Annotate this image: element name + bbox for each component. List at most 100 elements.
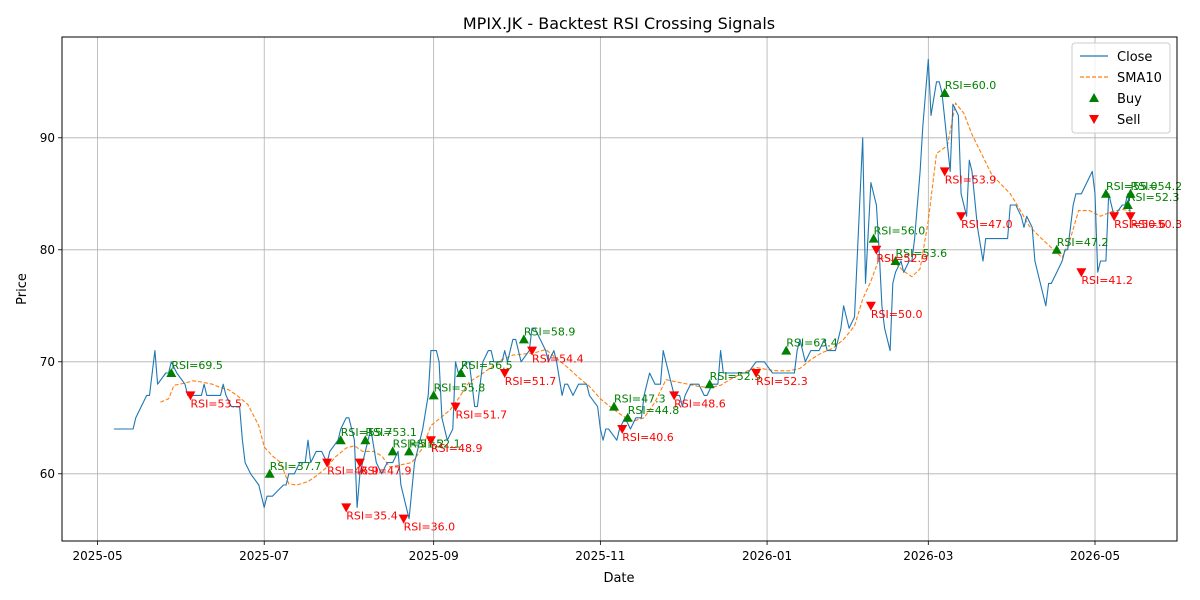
sell-marker [398, 514, 409, 524]
close-line [113, 58, 1132, 520]
buy-label: RSI=53.6 [896, 247, 948, 260]
x-tick-label: 2025-07 [239, 549, 289, 563]
sell-marker [499, 369, 510, 378]
trade-signals: RSI=69.5RSI=37.7RSI=55.7RSI=53.1RSI=51.2… [166, 79, 1182, 534]
plot-frame [61, 36, 1178, 542]
x-tick-label: 2025-05 [72, 549, 122, 563]
sell-label: RSI=50.0 [871, 308, 923, 321]
buy-label: RSI=52.5 [710, 370, 762, 383]
x-tick-label: 2026-05 [1070, 549, 1120, 563]
sell-label: RSI=35.4 [346, 509, 398, 522]
sell-label: RSI=41.2 [1081, 274, 1133, 287]
buy-label: RSI=55.0 [1106, 180, 1158, 193]
legend-item: SMA10 [1080, 71, 1162, 86]
legend-item: Buy [1089, 92, 1142, 107]
sell-label: RSI=53.9 [945, 173, 997, 186]
sell-label: RSI=53.5 [190, 397, 242, 410]
buy-label: RSI=52.1 [409, 437, 461, 450]
y-tick-label: 90 [40, 131, 55, 145]
sma10-series [160, 102, 1131, 486]
sell-marker [341, 503, 352, 513]
buy-marker [360, 435, 371, 445]
buy-label: RSI=58.9 [524, 325, 576, 338]
sell-label: RSI=50.3 [1131, 218, 1183, 231]
buy-label: RSI=54.2 [1131, 180, 1183, 193]
buy-label: RSI=44.8 [628, 404, 680, 417]
buy-marker [1122, 200, 1133, 209]
sell-marker [450, 402, 461, 412]
sell-label: RSI=40.6 [622, 431, 674, 444]
sell-marker [425, 436, 436, 446]
legend-label: Close [1117, 50, 1152, 65]
sell-marker [617, 425, 628, 434]
sell-label: RSI=46.9 [327, 465, 379, 478]
sell-marker [1076, 268, 1087, 278]
sell-marker [527, 346, 538, 356]
buy-marker [518, 334, 529, 344]
buy-marker [890, 256, 901, 265]
legend-swatch [1089, 93, 1099, 102]
buy-marker [622, 412, 633, 422]
grid-lines [62, 37, 1177, 541]
buy-label: RSI=53.1 [365, 426, 417, 439]
y-tick-label: 80 [40, 243, 55, 257]
legend-swatch [1089, 115, 1099, 124]
buy-marker [868, 233, 879, 243]
sell-label: RSI=54.4 [532, 353, 584, 366]
legend-box [1071, 42, 1171, 134]
buy-label: RSI=60.0 [945, 79, 997, 92]
sell-marker [354, 458, 365, 468]
x-axis-label: Date [603, 571, 634, 586]
sell-marker [1109, 212, 1120, 222]
sell-label: RSI=52.9 [876, 252, 928, 265]
sell-marker [751, 369, 762, 378]
sell-marker [956, 212, 967, 222]
sell-label: RSI=47.0 [961, 218, 1013, 231]
axis-ticks: 2025-05 2025-07 2025-09 2025-11 2026-01 2026-… [40, 131, 1120, 563]
sell-label: RSI=50.6 [1114, 218, 1166, 231]
buy-label: RSI=47.2 [1057, 236, 1109, 249]
sell-label: RSI=48.6 [674, 397, 726, 410]
sell-label: RSI=52.3 [756, 375, 808, 388]
buy-marker [387, 446, 398, 456]
buy-label: RSI=69.5 [171, 359, 223, 372]
sell-marker [865, 301, 876, 311]
sell-marker [322, 458, 333, 468]
sell-label: RSI=48.9 [431, 442, 483, 455]
buy-label: RSI=55.7 [341, 426, 393, 439]
sell-marker [939, 167, 950, 177]
legend-item: Close [1080, 50, 1152, 65]
sell-marker [669, 391, 680, 401]
buy-label: RSI=56.0 [874, 225, 926, 238]
legend-label: SMA10 [1117, 71, 1162, 86]
buy-marker [939, 88, 950, 97]
buy-marker [264, 468, 275, 478]
chart-title: MPIX.JK - Backtest RSI Crossing Signals [463, 14, 775, 33]
buy-marker [428, 390, 439, 400]
buy-label: RSI=56.5 [461, 359, 513, 372]
buy-label: RSI=47.3 [614, 393, 666, 406]
sell-label: RSI=47.9 [360, 465, 412, 478]
buy-marker [455, 368, 466, 377]
sell-label: RSI=51.7 [505, 375, 557, 388]
x-tick-label: 2025-09 [409, 549, 459, 563]
buy-label: RSI=37.7 [270, 460, 322, 473]
x-tick-label: 2025-11 [575, 549, 625, 563]
buy-marker [1100, 188, 1111, 198]
buy-marker [781, 345, 792, 355]
legend-item: Sell [1089, 113, 1140, 128]
legend-label: Buy [1117, 92, 1142, 107]
y-tick-label: 70 [40, 355, 55, 369]
sell-marker [1125, 212, 1136, 222]
sell-label: RSI=36.0 [404, 521, 456, 534]
sell-label: RSI=51.7 [456, 409, 508, 422]
y-tick-label: 60 [40, 467, 55, 481]
close-series [113, 58, 1132, 520]
buy-marker [1051, 244, 1062, 254]
x-tick-label: 2026-01 [742, 549, 792, 563]
buy-label: RSI=55.8 [434, 381, 486, 394]
buy-marker [166, 368, 177, 377]
buy-marker [609, 401, 620, 411]
buy-marker [335, 435, 346, 445]
